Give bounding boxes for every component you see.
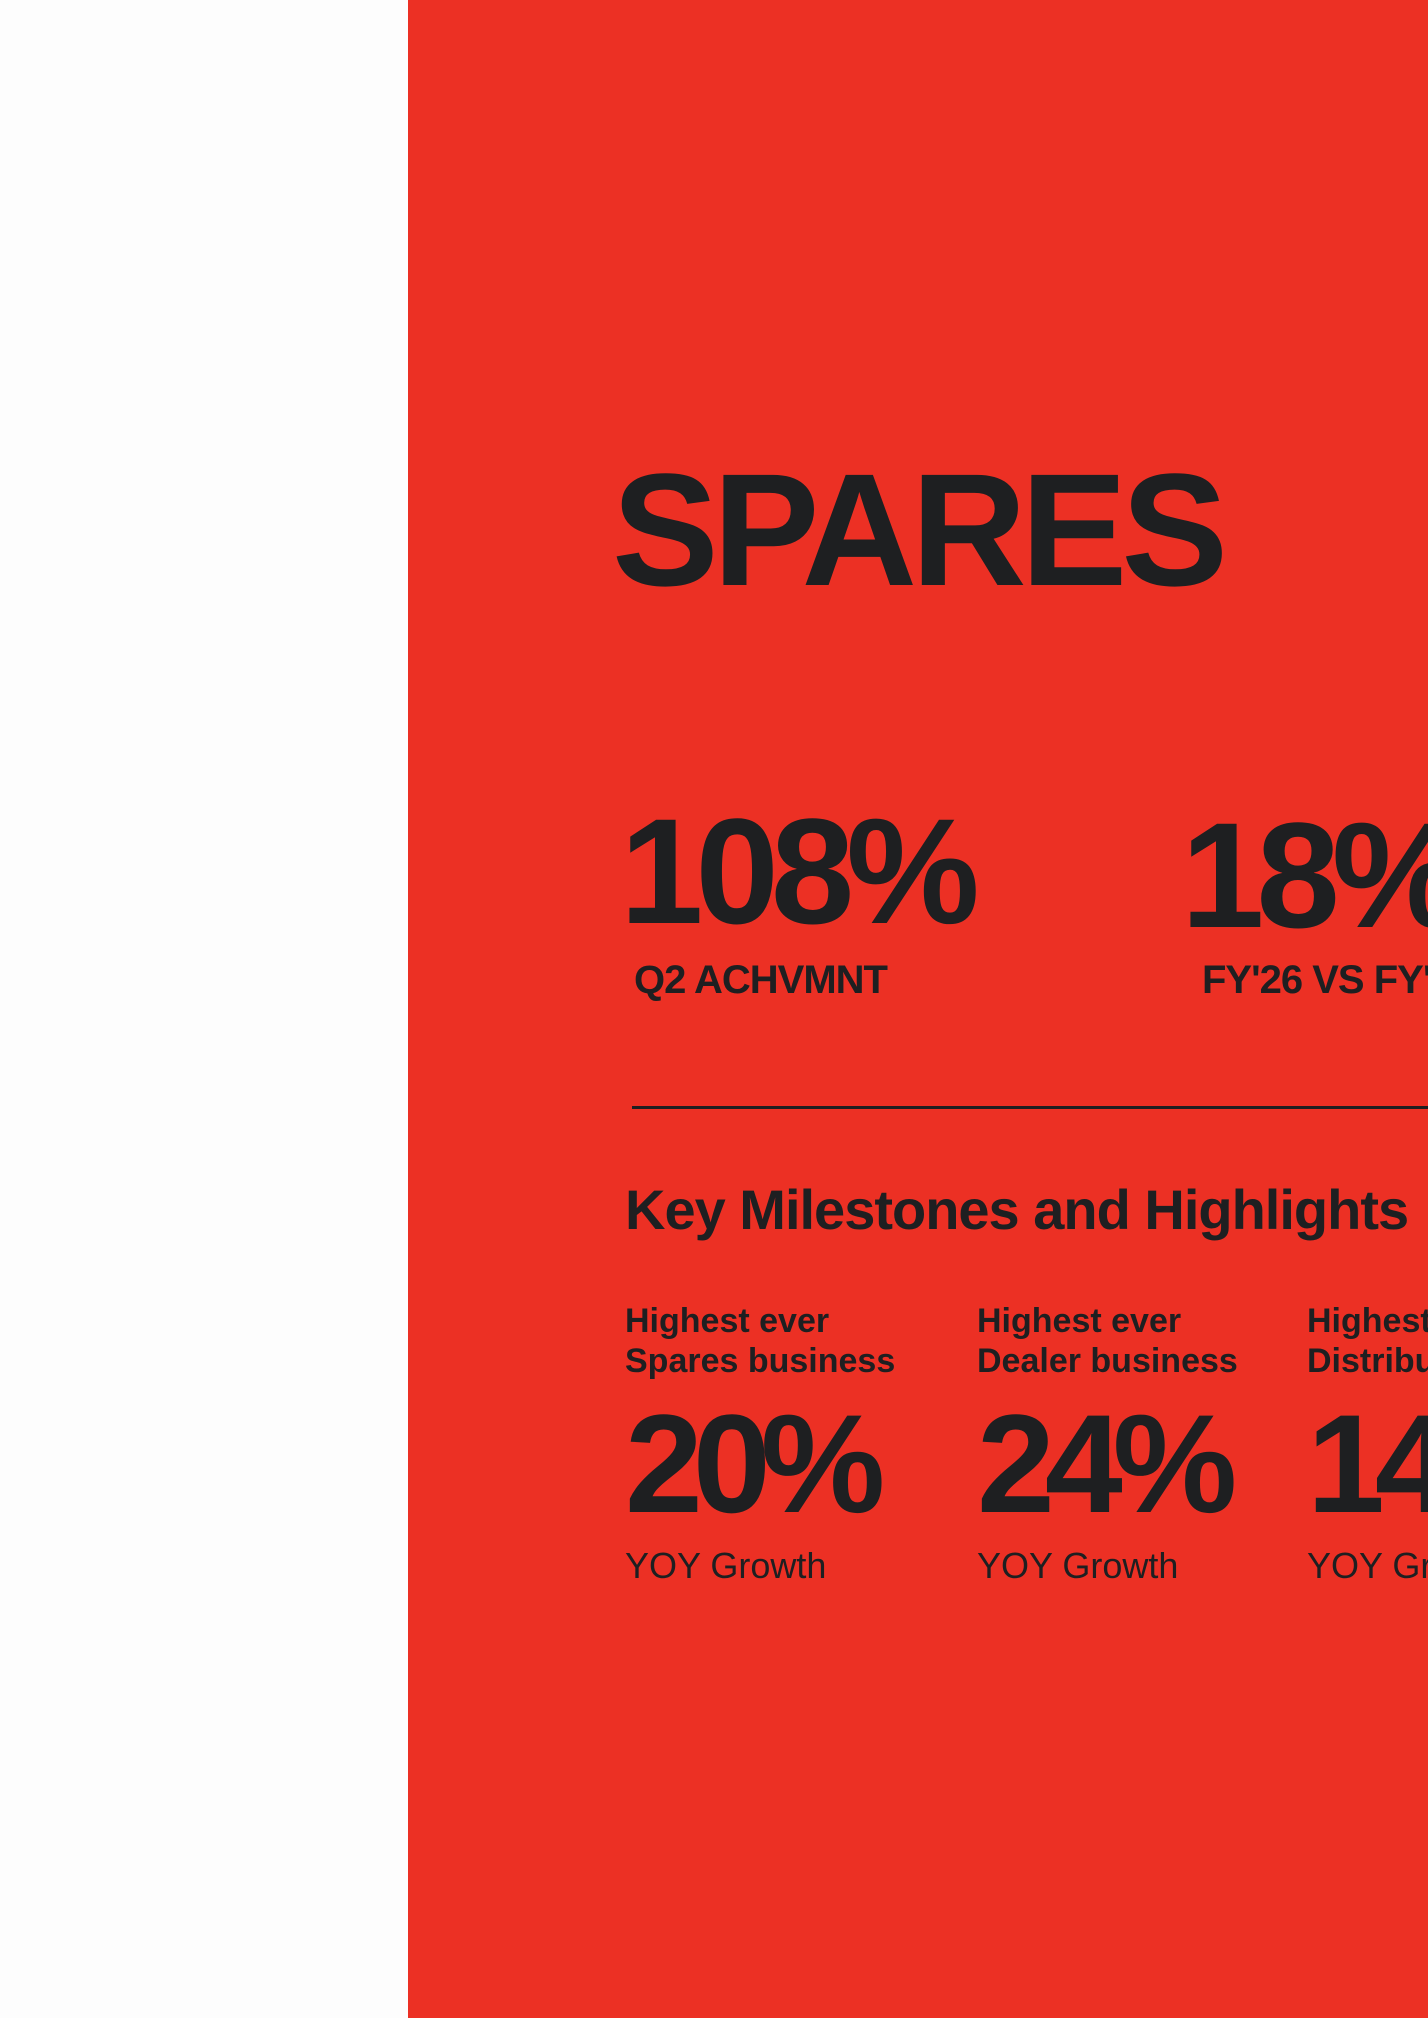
highlight-caption: YOY Growth: [625, 1545, 827, 1586]
highlight-card: Highest Distribu 14 YOY Gro: [1307, 1302, 1428, 1602]
highlight-line2: Distribu: [1307, 1342, 1428, 1380]
red-panel: SPARES 108% Q2 ACHVMNT 18% FY'26 VS FY'2…: [408, 0, 1428, 2018]
highlight-card: Highest ever Spares business 20% YOY Gro…: [625, 1302, 955, 1602]
divider: [632, 1106, 1428, 1109]
highlight-caption: YOY Growth: [977, 1545, 1179, 1586]
highlight-line1: Highest ever: [625, 1302, 830, 1340]
kpi-label: FY'26 VS FY'2: [1202, 958, 1428, 1002]
highlight-card: Highest ever Dealer business 24% YOY Gro…: [977, 1302, 1307, 1602]
kpi-fy-growth-value: 18%: [1181, 791, 1428, 959]
highlight-line2: Spares business: [625, 1342, 896, 1380]
highlight-value: 20%: [625, 1385, 885, 1542]
highlight-value: 24%: [977, 1385, 1237, 1542]
kpi-label: Q2 ACHVMNT: [634, 958, 888, 1002]
highlight-line1: Highest ever: [977, 1302, 1182, 1340]
highlight-line1: Highest: [1307, 1302, 1428, 1340]
kpi-q2-achievement-value: 108%: [620, 787, 980, 955]
highlight-line2: Dealer business: [977, 1342, 1238, 1380]
highlight-caption: YOY Gro: [1307, 1545, 1428, 1586]
page-title: SPARES: [612, 440, 1228, 619]
section-heading: Key Milestones and Highlights: [625, 1178, 1409, 1241]
highlight-value: 14: [1307, 1385, 1428, 1542]
